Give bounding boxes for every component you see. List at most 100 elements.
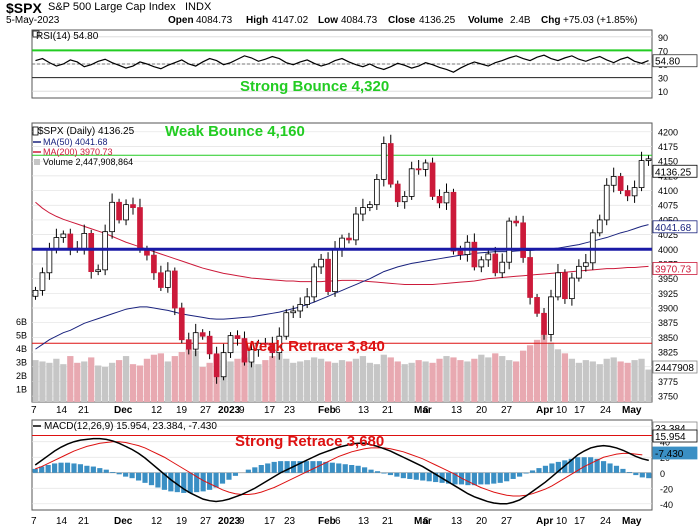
candle-up	[276, 335, 283, 354]
macd-histogram-bar	[161, 472, 167, 490]
volume-bar	[547, 342, 555, 402]
volume-bar	[276, 353, 283, 402]
candle-down	[185, 339, 192, 350]
close-label: Close	[388, 15, 416, 26]
macd-histogram-bar	[97, 468, 103, 473]
candle-down	[151, 254, 157, 274]
macd-histogram-bar	[297, 461, 303, 473]
x-axis-label: 19	[176, 516, 188, 527]
macd-histogram-bar	[284, 461, 290, 473]
candle-down	[471, 241, 478, 268]
candle-up	[478, 259, 485, 268]
close-value-tag: 4136.25	[655, 167, 692, 178]
macd-histogram-bar	[226, 472, 232, 480]
macd-hist-tag-box	[652, 446, 698, 460]
macd-histogram-bar	[349, 465, 355, 473]
volume-tick-label: 5B	[16, 330, 27, 340]
volume-bar	[387, 357, 394, 402]
high-label: High	[246, 15, 269, 26]
volume-bar	[157, 353, 165, 402]
volume-bar	[248, 362, 255, 402]
x-axis-label: 12	[151, 516, 163, 527]
x-axis-label: 9	[239, 516, 245, 527]
x-axis-label: 12	[151, 405, 163, 416]
macd-histogram-bar	[491, 472, 497, 484]
macd-histogram-bar	[310, 461, 316, 473]
candle-down	[436, 196, 443, 204]
candle-down	[527, 257, 533, 298]
macd-histogram-bar	[219, 472, 226, 484]
macd-histogram-bar	[278, 461, 284, 473]
price-tick-label: 3950	[658, 274, 678, 284]
close-value: 4136.25	[419, 15, 456, 26]
macd-histogram-bar	[374, 471, 381, 473]
candle-up	[227, 335, 234, 354]
macd-histogram-bar	[497, 472, 503, 483]
macd-histogram-bar	[174, 472, 180, 493]
volume-bar	[338, 360, 346, 402]
x-axis-label: May	[622, 516, 642, 527]
candle-down	[562, 272, 568, 300]
candle-up	[380, 143, 387, 180]
volume-bar	[366, 362, 373, 402]
x-axis-label: 7	[31, 405, 37, 416]
macd-histogram-bar	[187, 472, 193, 493]
candle-up	[360, 207, 366, 215]
candle-down	[394, 183, 401, 203]
x-axis-label: 10	[556, 516, 568, 527]
close-value-tag-box	[652, 164, 698, 178]
candle-down	[178, 307, 185, 341]
price-tick-label: 4000	[658, 245, 678, 255]
price-tick-label: 3900	[658, 304, 678, 314]
macd-histogram-bar	[381, 472, 387, 474]
macd-histogram-bar	[258, 465, 264, 473]
price-tick-label: 4100	[658, 186, 678, 196]
macd-histogram-bar	[207, 472, 213, 490]
volume-bar	[283, 358, 290, 402]
volume-bar	[380, 354, 387, 402]
price-tick-label: 3775	[658, 377, 678, 387]
macd-panel-frame	[31, 419, 653, 511]
weak-bounce-annotation: Weak Bounce 4,160	[165, 123, 305, 140]
candle-up	[353, 213, 359, 241]
volume-bar	[492, 353, 499, 402]
x-axis-label: 21	[78, 516, 90, 527]
candle-up	[165, 270, 171, 288]
candle-up	[367, 204, 373, 208]
candle-up	[81, 233, 88, 250]
macd-histogram-bar	[181, 472, 187, 493]
x-axis-label: 23	[284, 405, 296, 416]
x-axis-label: 2023	[218, 516, 241, 527]
macd-histogram-bar	[594, 458, 600, 473]
volume-bar	[74, 362, 81, 402]
candle-up	[576, 265, 582, 279]
candle-up	[109, 201, 115, 233]
macd-histogram-bar	[45, 465, 51, 473]
macd-histogram-bar	[271, 461, 277, 473]
x-axis-label: 6	[423, 405, 429, 416]
x-axis-label: 20	[476, 516, 488, 527]
volume-bar	[359, 356, 367, 402]
volume-bar	[408, 362, 415, 402]
macd-histogram-bar	[194, 472, 200, 493]
macd-histogram-bar	[400, 472, 406, 479]
price-tick-label: 3825	[658, 348, 678, 358]
candle-up	[60, 233, 67, 238]
macd-histogram-bar	[542, 465, 549, 473]
macd-tick-label: 40	[660, 438, 670, 448]
macd-histogram-bar	[549, 463, 555, 473]
macd-histogram-bar	[52, 463, 58, 473]
volume-bar	[227, 361, 234, 402]
candle-down	[269, 343, 276, 354]
ma50-legend-label: MA(50) 4041.68	[43, 137, 108, 147]
volume-bar	[526, 345, 534, 402]
candle-up	[283, 312, 290, 337]
open-value: 4084.73	[196, 15, 233, 26]
volume-bar	[436, 358, 443, 402]
low-value: 4084.73	[341, 15, 378, 26]
volume-bar	[122, 356, 130, 402]
candle-up	[631, 187, 638, 197]
volume-bar	[373, 364, 380, 402]
candle-up	[610, 176, 617, 186]
x-axis-label: 17	[574, 516, 586, 527]
